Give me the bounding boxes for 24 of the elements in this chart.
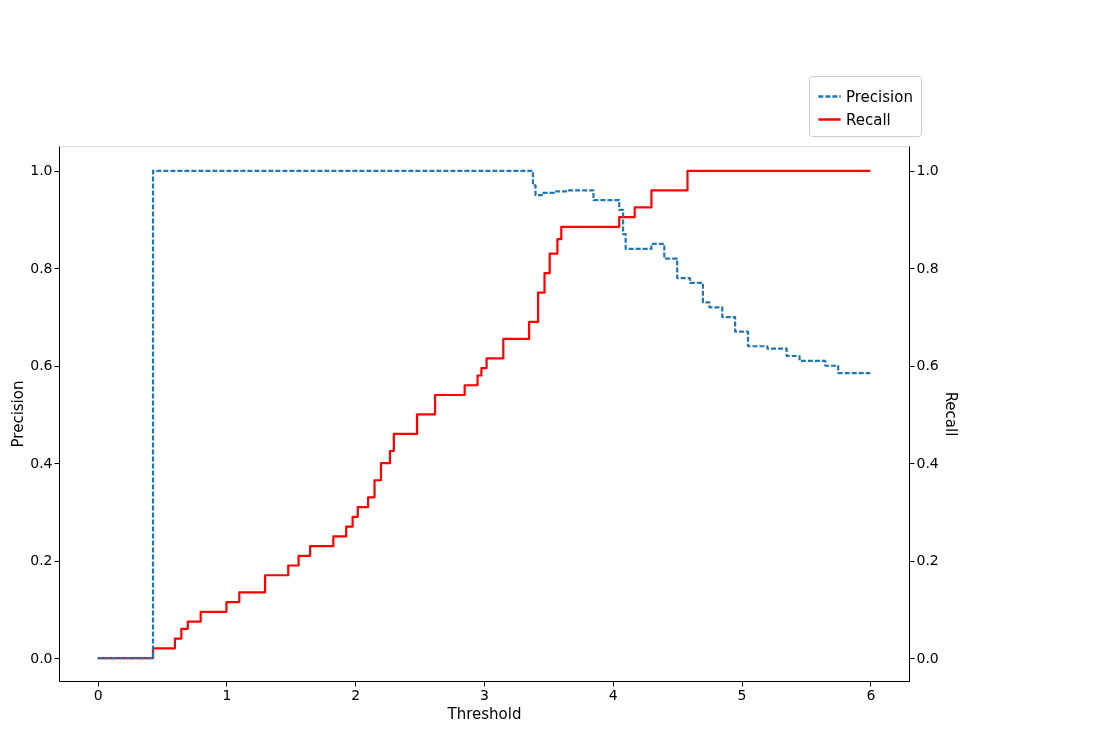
- y2-tick-label: 0.8: [916, 259, 939, 276]
- x-tick-label: 5: [737, 686, 747, 703]
- x-tick-label: 1: [222, 686, 232, 703]
- y-tick-label: 0.8: [30, 259, 53, 276]
- y2-tick-label: 0.0: [916, 649, 939, 666]
- x-axis-title: Threshold: [446, 704, 522, 723]
- y2-tick-label: 1.0: [916, 162, 939, 179]
- y-axis-title: Precision: [9, 380, 28, 448]
- y2-tick-label: 0.2: [916, 552, 939, 569]
- legend-label: Precision: [846, 87, 913, 106]
- x-tick-label: 0: [93, 686, 103, 703]
- y-tick-label: 0.6: [30, 357, 53, 374]
- x-tick-label: 3: [480, 686, 489, 703]
- y-tick-label: 1.0: [30, 162, 53, 179]
- y2-axis-title: Recall: [941, 391, 960, 437]
- y-tick-label: 0.0: [30, 649, 53, 666]
- x-tick-label: 6: [866, 686, 876, 703]
- x-tick-label: 4: [608, 686, 618, 703]
- x-tick-label: 2: [351, 686, 361, 703]
- y2-tick-label: 0.6: [916, 357, 939, 374]
- legend-label: Recall: [846, 110, 891, 129]
- y-tick-label: 0.4: [30, 454, 53, 471]
- y-tick-label: 0.2: [30, 552, 53, 569]
- y2-tick-label: 0.4: [916, 454, 939, 471]
